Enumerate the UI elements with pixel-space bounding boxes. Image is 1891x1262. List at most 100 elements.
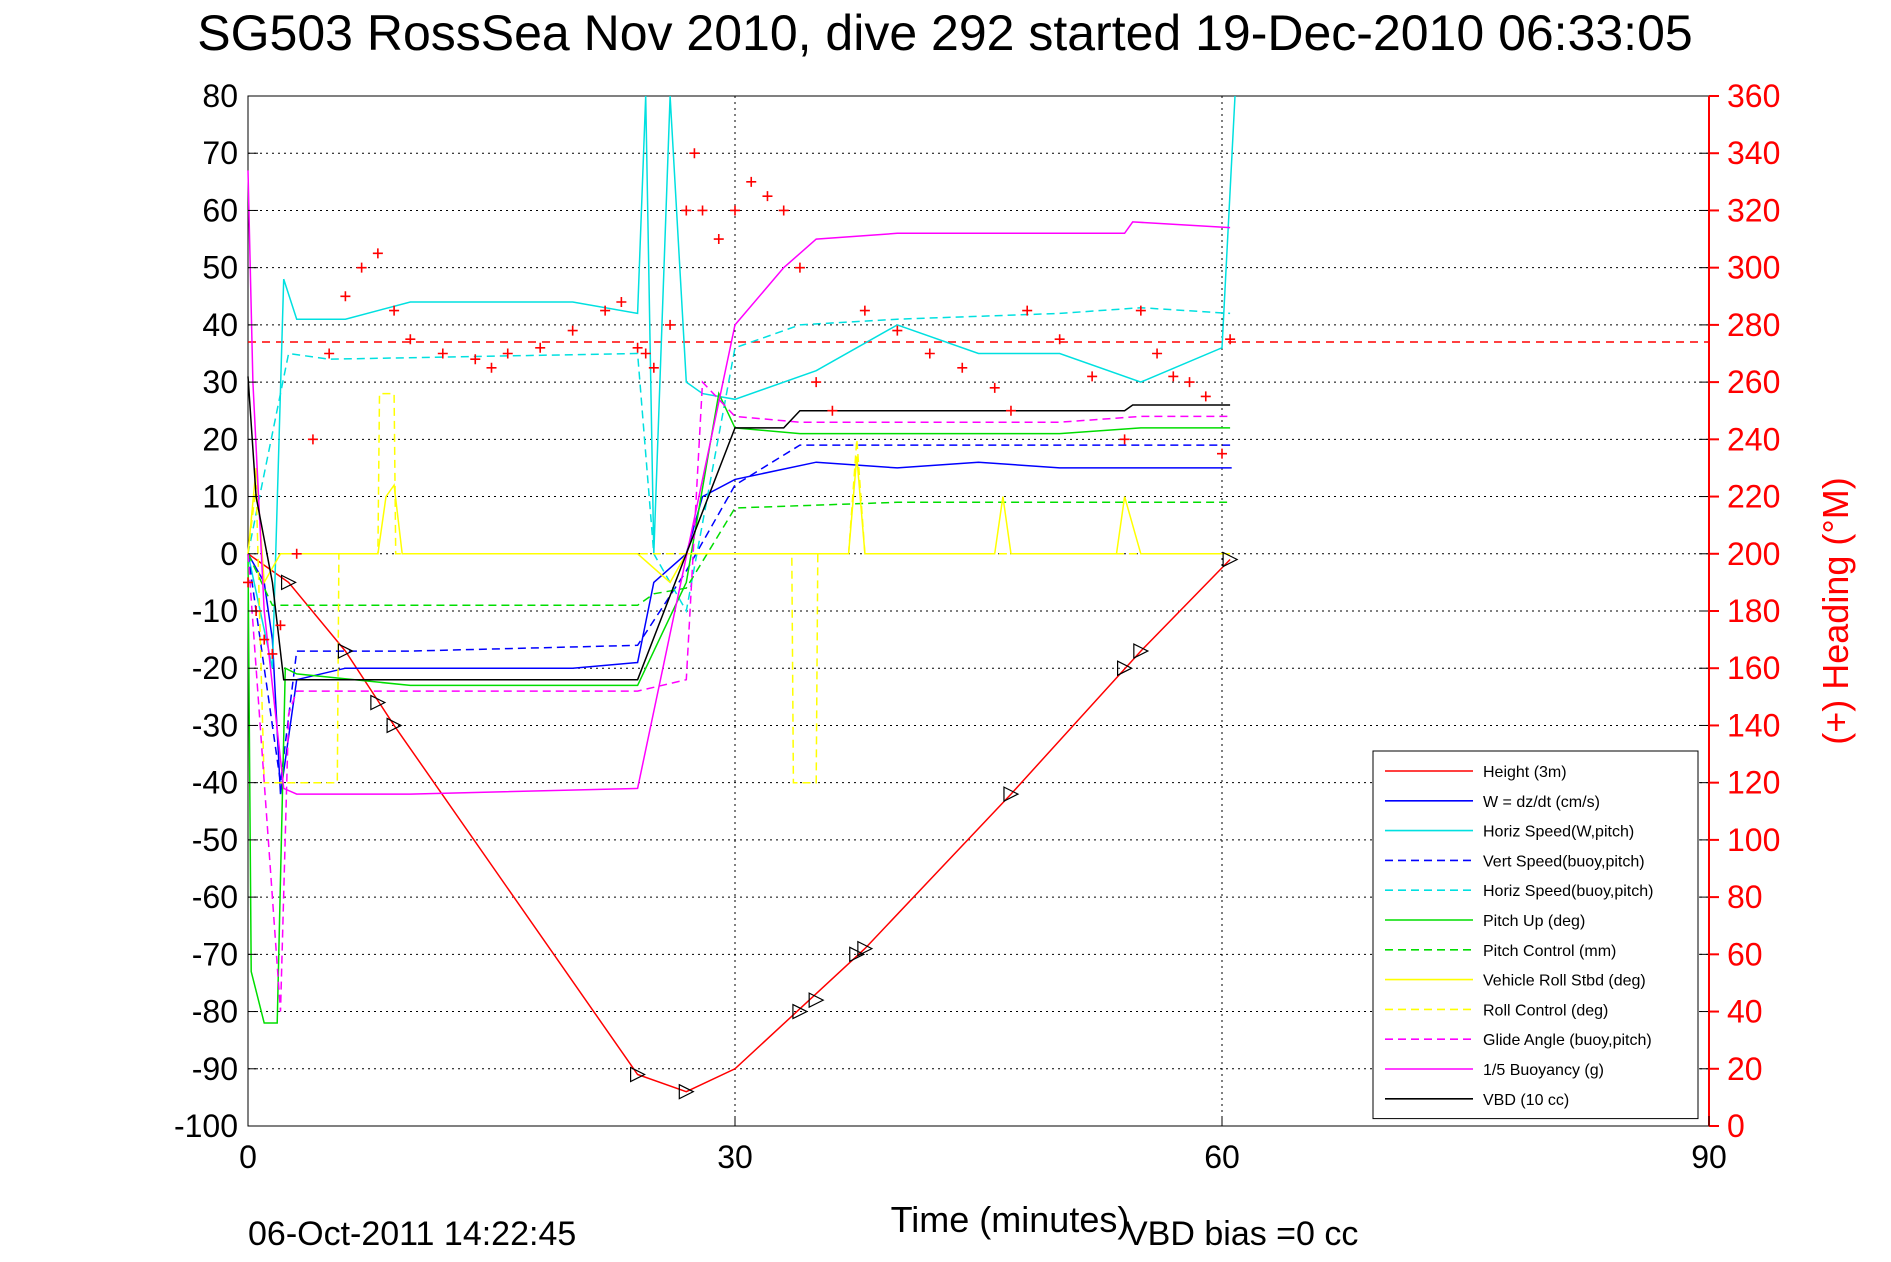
nav-marker bbox=[1133, 643, 1150, 660]
heading-marker bbox=[794, 262, 805, 273]
legend-label: Horiz Speed(buoy,pitch) bbox=[1483, 883, 1653, 900]
heading-marker bbox=[1119, 434, 1130, 445]
heading-marker bbox=[1225, 334, 1236, 345]
x-tick-label: 0 bbox=[239, 1139, 257, 1175]
y-tick-label-left: 0 bbox=[220, 536, 238, 572]
series-line bbox=[247, 306, 1231, 614]
heading-marker bbox=[892, 325, 903, 336]
y-tick-label-left: -90 bbox=[192, 1051, 238, 1087]
y-tick-label-right: 300 bbox=[1727, 250, 1780, 286]
series-line bbox=[247, 95, 1236, 669]
heading-marker bbox=[616, 297, 627, 307]
y-tick-label-left: -50 bbox=[192, 822, 238, 858]
legend-label: Roll Control (deg) bbox=[1483, 1002, 1608, 1019]
heading-marker bbox=[486, 362, 497, 373]
nav-marker bbox=[857, 940, 874, 957]
y-tick-label-left: -40 bbox=[192, 765, 238, 801]
heading-marker bbox=[730, 205, 740, 216]
heading-markers bbox=[243, 148, 1236, 659]
heading-marker bbox=[340, 291, 351, 302]
y-tick-label-left: -60 bbox=[192, 879, 238, 915]
legend-box bbox=[1372, 750, 1699, 1120]
y-axis-right: 3603403203002802602402202001801601401201… bbox=[1708, 78, 1780, 1144]
nav-marker bbox=[280, 574, 297, 591]
heading-marker bbox=[1152, 348, 1163, 359]
timestamp-footer: 06-Oct-2011 14:22:45 bbox=[248, 1215, 576, 1253]
nav-marker bbox=[1117, 660, 1133, 677]
x-axis-label: Time (minutes) bbox=[891, 1199, 1130, 1240]
y-tick-label-right: 120 bbox=[1727, 765, 1780, 801]
nav-marker bbox=[849, 946, 866, 963]
legend-label: Vert Speed(buoy,pitch) bbox=[1483, 853, 1645, 870]
y-tick-label-right: 280 bbox=[1727, 307, 1780, 343]
y-tick-label-right: 220 bbox=[1727, 479, 1780, 515]
heading-marker bbox=[307, 434, 318, 445]
heading-marker bbox=[405, 334, 416, 345]
y-tick-label-left: 10 bbox=[202, 479, 238, 515]
series-line bbox=[247, 553, 1231, 1093]
y-tick-label-left: 40 bbox=[202, 307, 238, 343]
heading-marker bbox=[259, 634, 270, 645]
x-axis: 0 30 60 90 bbox=[239, 1116, 1727, 1175]
legend-label: Glide Angle (buoy,pitch) bbox=[1483, 1032, 1652, 1049]
chart-title: SG503 RossSea Nov 2010, dive 292 started… bbox=[197, 5, 1692, 61]
nav-marker bbox=[1003, 786, 1020, 803]
y-tick-label-left: 50 bbox=[202, 250, 238, 286]
heading-marker bbox=[989, 382, 1000, 393]
y-tick-label-left: -30 bbox=[192, 707, 238, 743]
nav-marker bbox=[792, 1003, 809, 1020]
y-tick-label-right: 20 bbox=[1727, 1051, 1763, 1087]
series-layer bbox=[243, 95, 1239, 1100]
x-tick-label: 60 bbox=[1204, 1139, 1240, 1175]
heading-marker bbox=[567, 325, 578, 336]
y-tick-label-right: 360 bbox=[1727, 78, 1780, 114]
heading-marker bbox=[372, 248, 383, 259]
heading-marker bbox=[697, 205, 708, 216]
legend-label: W = dz/dt (cm/s) bbox=[1483, 794, 1600, 811]
y-tick-label-right: 80 bbox=[1727, 879, 1763, 915]
y-tick-label-left: -80 bbox=[192, 994, 238, 1030]
nav-marker bbox=[630, 1066, 646, 1083]
heading-marker bbox=[324, 348, 335, 359]
heading-marker bbox=[1217, 448, 1227, 459]
nav-marker bbox=[337, 643, 354, 660]
nav-marker bbox=[678, 1083, 695, 1100]
legend-label: Horiz Speed(W,pitch) bbox=[1483, 824, 1634, 841]
heading-marker bbox=[291, 548, 302, 559]
y-tick-label-right: 40 bbox=[1727, 994, 1763, 1030]
y-tick-label-right: 100 bbox=[1727, 822, 1780, 858]
heading-marker bbox=[811, 377, 822, 388]
heading-marker bbox=[924, 348, 935, 359]
series-line bbox=[247, 391, 1231, 1024]
legend-label: Vehicle Roll Stbd (deg) bbox=[1483, 973, 1646, 990]
y-tick-label-right: 60 bbox=[1727, 936, 1763, 972]
heading-marker bbox=[437, 348, 448, 359]
heading-marker bbox=[746, 176, 757, 187]
y-tick-label-left: 30 bbox=[202, 364, 238, 400]
heading-marker bbox=[681, 205, 692, 216]
y-axis-left: 80 70 60 50 40 30 20 10 0 -10 -20 -30 -40 -50 -60 -70 -8… bbox=[174, 78, 1709, 1144]
legend-label: Pitch Control (mm) bbox=[1483, 943, 1616, 960]
y-tick-label-left: -100 bbox=[174, 1108, 238, 1144]
y-tick-label-right: 320 bbox=[1727, 192, 1780, 228]
heading-marker bbox=[665, 319, 676, 330]
y-tick-label-left: -10 bbox=[192, 593, 238, 629]
y-tick-label-right: 140 bbox=[1727, 707, 1780, 743]
heading-marker bbox=[1087, 371, 1098, 382]
y-tick-label-left: 20 bbox=[202, 421, 238, 457]
y-tick-label-right: 0 bbox=[1727, 1108, 1745, 1144]
legend-label: Pitch Up (deg) bbox=[1483, 913, 1585, 930]
nav-marker bbox=[370, 694, 387, 711]
series-line bbox=[247, 461, 1232, 795]
series-line bbox=[247, 170, 1231, 795]
y-tick-label-left: 60 bbox=[202, 192, 238, 228]
y-tick-label-right: 160 bbox=[1727, 650, 1780, 686]
heading-marker bbox=[713, 234, 724, 245]
heading-marker bbox=[243, 577, 253, 588]
heading-marker bbox=[470, 354, 481, 365]
nav-marker bbox=[808, 992, 825, 1009]
y-tick-label-left: 80 bbox=[202, 78, 238, 114]
grid bbox=[248, 96, 1709, 1126]
x-tick-label: 90 bbox=[1691, 1139, 1727, 1175]
